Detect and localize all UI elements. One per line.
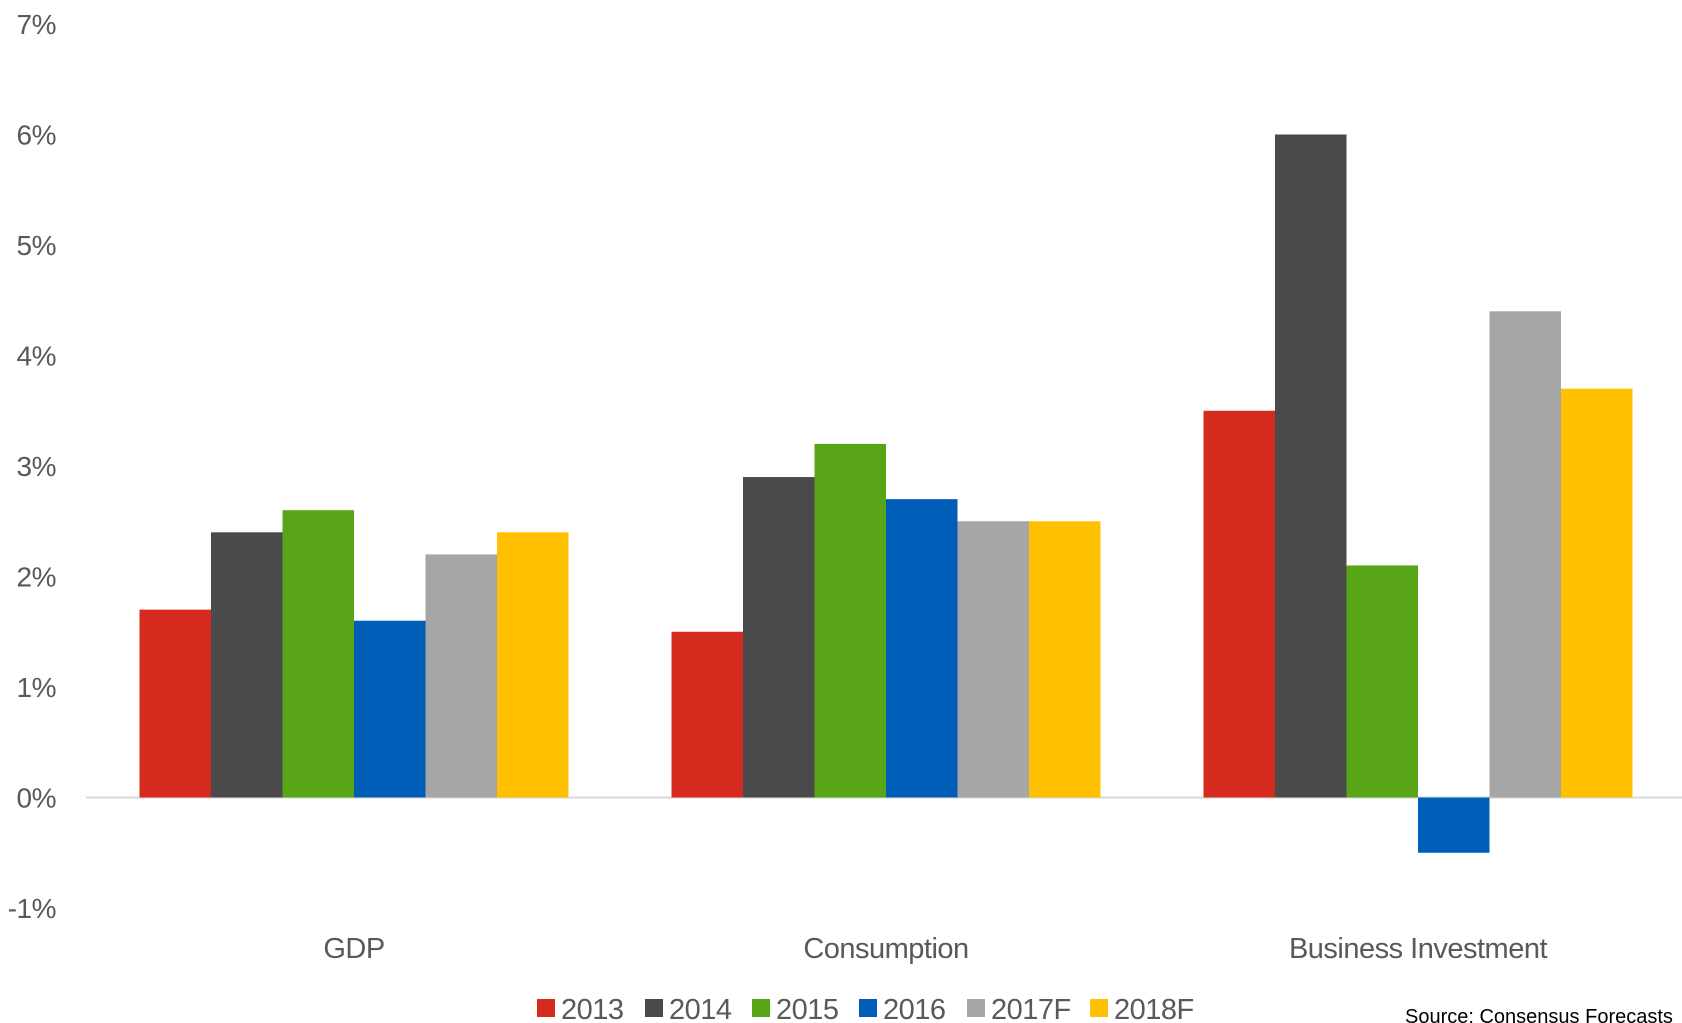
y-axis-ticks: 7% 6% 5% 4% 3% 2% 1% 0% -1% [8,9,57,924]
bar-2014-gdp [211,532,283,798]
y-tick-label: 6% [17,120,56,151]
legend-swatch-2017f [967,999,985,1017]
y-tick-label: 0% [17,783,56,814]
y-tick-label: 4% [17,341,56,372]
y-tick-label: -1% [8,893,56,924]
bar-2013-business-investment [1203,410,1275,798]
bar-2017f-business-investment [1489,311,1561,798]
legend-label: 2016 [883,994,946,1023]
y-tick-label: 1% [17,672,56,703]
x-category-label: Consumption [803,933,968,965]
bar-2016-gdp [354,620,426,798]
bar-2018f-consumption [1029,521,1101,798]
bar-2018f-gdp [497,532,569,798]
legend-swatch-2016 [859,999,877,1017]
x-axis-categories: GDP Consumption Business Investment [323,933,1548,965]
bar-2013-gdp [139,609,211,798]
legend: 2013 2014 2015 2016 2017F 2018F [537,994,1194,1023]
legend-swatch-2014 [645,999,663,1017]
bar-2016-business-investment [1418,797,1490,853]
y-tick-label: 5% [17,230,56,261]
legend-label: 2015 [776,994,839,1023]
bar-2014-business-investment [1275,134,1347,798]
bar-2014-consumption [743,477,815,798]
legend-label: 2018F [1114,994,1194,1023]
bar-2013-consumption [671,631,743,798]
legend-swatch-2018f [1090,999,1108,1017]
bars [139,134,1633,853]
x-category-label: GDP [323,933,384,965]
y-tick-label: 7% [17,9,56,40]
y-tick-label: 3% [17,451,56,482]
legend-swatch-2015 [752,999,770,1017]
bar-2015-consumption [814,443,886,798]
bar-2017f-consumption [957,521,1029,798]
bar-2017f-gdp [425,554,497,798]
bar-2016-consumption [886,499,958,798]
bar-2018f-business-investment [1561,388,1633,798]
bar-2015-gdp [282,510,354,798]
bar-2015-business-investment [1346,565,1418,798]
x-category-label: Business Investment [1289,933,1548,965]
source-note: Source: Consensus Forecasts [1405,1006,1673,1023]
y-tick-label: 2% [17,562,56,593]
legend-label: 2014 [669,994,732,1023]
legend-label: 2013 [561,994,624,1023]
legend-label: 2017F [991,994,1071,1023]
legend-swatch-2013 [537,999,555,1017]
